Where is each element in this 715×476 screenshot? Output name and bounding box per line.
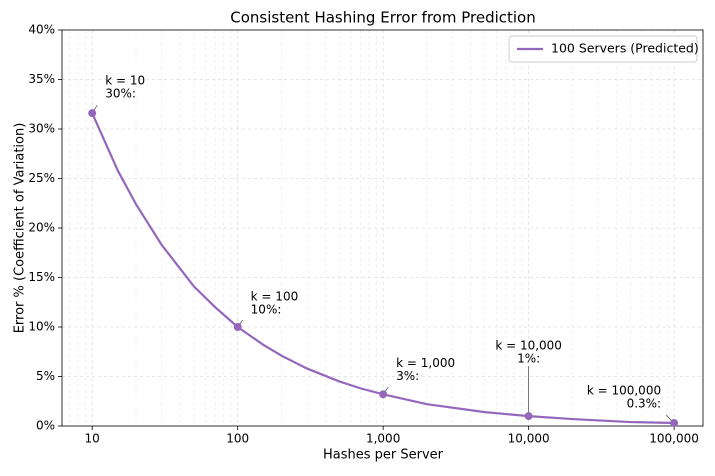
- annotation: 10%:: [251, 303, 282, 317]
- y-tick-label: 25%: [28, 171, 55, 185]
- plot-frame: [61, 29, 704, 427]
- annotation: 3%:: [396, 369, 419, 383]
- data-point: [233, 323, 242, 331]
- x-tick-label: 10,000: [508, 432, 550, 446]
- y-tick-label: 40%: [28, 23, 55, 37]
- data-point: [524, 412, 533, 421]
- x-tick-label: 1,000: [366, 432, 400, 446]
- annotation: k = 100: [251, 290, 299, 304]
- data-point: [88, 109, 97, 118]
- annotation: k = 1,000: [396, 356, 455, 370]
- legend: 100 Servers (Predicted): [508, 35, 699, 63]
- legend-box: [508, 35, 698, 63]
- x-axis-label: Hashes per Server: [323, 448, 444, 463]
- x-tick-label: 100: [226, 432, 249, 446]
- annotation: 0.3%:: [627, 397, 662, 411]
- data-point: [379, 390, 388, 399]
- x-tick-label: 10: [85, 432, 100, 446]
- annotation: 30%:: [105, 87, 136, 101]
- y-tick-label: 20%: [28, 221, 55, 235]
- y-tick-label: 30%: [28, 122, 55, 136]
- annotation: k = 10: [105, 74, 145, 88]
- y-tick-label: 10%: [28, 320, 55, 334]
- y-tick-label: 35%: [28, 72, 55, 86]
- y-axis-label: Error % (Coefficient of Variation): [13, 123, 28, 334]
- data-point: [670, 419, 679, 428]
- y-tick-label: 5%: [36, 369, 55, 383]
- legend-label: 100 Servers (Predicted): [551, 41, 699, 56]
- annotation: 1%:: [517, 352, 540, 366]
- annotation: k = 10,000: [495, 339, 562, 353]
- chart-title: Consistent Hashing Error from Prediction: [230, 9, 536, 27]
- annotation: k = 100,000: [587, 384, 661, 398]
- y-tick-label: 15%: [28, 270, 55, 284]
- y-tick-label: 0%: [36, 419, 55, 433]
- x-tick-label: 100,000: [649, 432, 699, 446]
